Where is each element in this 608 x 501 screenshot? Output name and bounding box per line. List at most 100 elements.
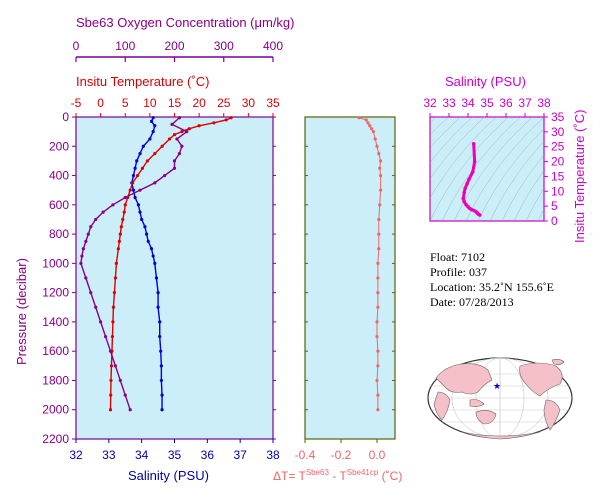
point-oxygen [128, 408, 132, 412]
point-oxygen [84, 276, 88, 280]
delta-t-point [368, 124, 372, 128]
salinity-tick-label: 36 [201, 448, 215, 462]
point-oxygen [177, 116, 182, 120]
delta-t-axis-title: ΔT= TSbe63 - TSbe41cp (˚C) [273, 468, 402, 483]
main-plot-area [75, 116, 274, 440]
point-salinity [146, 239, 150, 244]
ts-ylabel: Insitu Temperature (˚C) [572, 110, 587, 243]
pressure-tick-label: 200 [49, 139, 69, 153]
point-oxygen [138, 188, 142, 192]
point-oxygen [89, 291, 93, 295]
point-salinity [158, 320, 162, 324]
ts-xtick-label: 38 [537, 96, 551, 110]
oxygen-tick-label: 300 [214, 39, 234, 53]
delta-t-point [371, 130, 375, 134]
ts-ytick-label: 0 [551, 214, 558, 228]
point-salinity [143, 225, 147, 229]
point-salinity [160, 393, 164, 397]
delta-t-point [378, 203, 382, 207]
delta-t-point [379, 188, 383, 192]
delta-t-tick-label: -0.2 [331, 448, 352, 462]
point-oxygen [163, 173, 167, 178]
delta-t-point [376, 305, 380, 309]
point-temperature [111, 305, 116, 309]
pressure-tick-label: 1600 [42, 344, 69, 358]
point-oxygen [79, 261, 83, 265]
ts-point [471, 141, 476, 146]
ts-ytick-label: 10 [551, 184, 565, 198]
pressure-tick-label: 800 [49, 227, 69, 241]
land-north-america [519, 362, 563, 397]
pressure-axis-title: Pressure (decibar) [14, 258, 29, 365]
point-oxygen [172, 159, 177, 163]
salinity-tick-label: 33 [102, 448, 116, 462]
point-oxygen [113, 364, 117, 368]
point-oxygen [123, 195, 127, 200]
point-oxygen [99, 320, 103, 324]
point-salinity [135, 159, 139, 163]
oxygen-tick-label: 0 [73, 39, 80, 53]
delta-t-point [364, 118, 368, 122]
point-salinity [151, 116, 155, 120]
salinity-tick-label: 34 [135, 448, 149, 462]
delta-t-point [376, 261, 380, 265]
point-salinity [156, 291, 160, 295]
float-info: Float: 7102 Profile: 037 Location: 35.2˚… [430, 250, 554, 310]
point-temperature [140, 166, 145, 170]
delta-t-point [373, 137, 377, 141]
dt-label-suffix: (˚C) [378, 469, 402, 483]
land-south-america [543, 399, 561, 431]
point-oxygen [185, 130, 189, 134]
delta-t-point [376, 393, 380, 397]
pressure-tick-label: 1400 [42, 315, 69, 329]
ts-point [467, 177, 471, 182]
salinity-axis-title: Salinity (PSU) [128, 468, 209, 483]
delta-t-point [376, 291, 380, 295]
land-antarctica [461, 431, 541, 440]
point-temperature [109, 364, 114, 368]
point-salinity [133, 166, 137, 170]
point-oxygen [118, 378, 122, 383]
point-salinity [153, 124, 157, 128]
density-isoline [501, 154, 544, 221]
land-asia [435, 363, 493, 395]
pressure-tick-label: 400 [49, 169, 69, 183]
pressure-tick-label: 600 [49, 198, 69, 212]
point-oxygen [94, 305, 98, 309]
point-salinity [153, 261, 157, 265]
dt-label-sup2: Sbe41cp [347, 468, 379, 477]
point-oxygen [101, 210, 105, 214]
pressure-tick-label: 2000 [42, 403, 69, 417]
delta-t-point [379, 173, 383, 178]
point-salinity [136, 203, 140, 207]
point-salinity [159, 349, 163, 353]
density-isoline [430, 117, 497, 199]
temperature-tick-label: 0 [97, 96, 104, 110]
pressure-tick-label: 1200 [42, 286, 69, 300]
ts-title: Salinity (PSU) [445, 74, 526, 89]
point-oxygen [180, 144, 184, 148]
point-oxygen [80, 254, 84, 258]
point-temperature [172, 132, 177, 137]
delta-t-point [377, 247, 381, 251]
point-salinity [158, 334, 162, 339]
delta-t-point [377, 217, 381, 222]
point-temperature [145, 159, 150, 163]
salinity-tick-label: 38 [266, 448, 280, 462]
ts-point [462, 199, 467, 204]
point-temperature [118, 232, 122, 236]
point-oxygen [81, 247, 85, 251]
oxygen-axis-title: Sbe63 Oxygen Concentration (μm/kg) [76, 15, 295, 30]
point-oxygen [86, 232, 90, 236]
ts-ytick-label: 25 [551, 140, 565, 154]
delta-t-point [378, 166, 382, 170]
density-isoline [453, 117, 533, 221]
delta-t-point [375, 320, 379, 324]
point-temperature [109, 393, 113, 397]
ts-xtick-label: 36 [499, 96, 513, 110]
point-oxygen [175, 137, 179, 141]
delta-t-point [376, 349, 380, 353]
ts-xtick-label: 32 [423, 96, 437, 110]
